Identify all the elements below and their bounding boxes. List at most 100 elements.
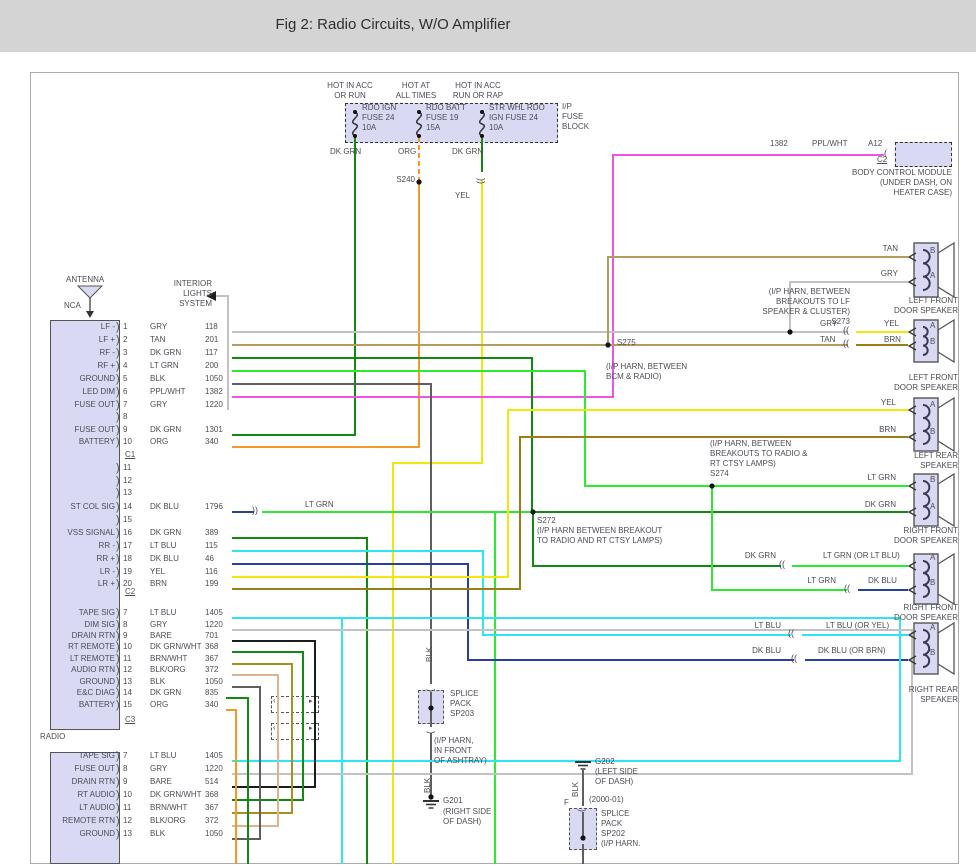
diagram-label: DOOR SPEAKER — [893, 613, 958, 622]
pin-function-label: FUSE OUT — [74, 764, 115, 773]
pin-bracket: ) — [116, 540, 120, 552]
pin-text: 8 — [123, 764, 128, 773]
diagram-label: C2 — [877, 155, 888, 164]
speaker-part — [907, 432, 917, 442]
diagram-label: B — [930, 475, 936, 484]
diagram-label: TAN — [820, 335, 836, 344]
diagram-label: RT CTSY LAMPS) — [710, 459, 776, 468]
speaker-part — [937, 621, 955, 676]
fuse-terminal — [353, 134, 357, 138]
pin-function-label: LF + — [98, 335, 115, 344]
speaker-part — [907, 405, 917, 415]
diagram-label: BREAKOUTS TO LF — [776, 297, 850, 306]
pin-function-label: BATTERY — [78, 437, 115, 446]
speaker-part — [907, 327, 917, 337]
diagram-label: FUSE 24 — [362, 113, 395, 122]
pin-text: BARE — [150, 631, 172, 640]
wire-bare-36 — [232, 640, 316, 788]
pin-text: 340 — [205, 700, 219, 709]
diagram-label: BLK — [423, 777, 432, 793]
diagram-label: F — [564, 798, 569, 807]
splice-dot-6 — [580, 835, 586, 841]
pin-bracket: ) — [116, 436, 120, 448]
diagram-label: DK BLU — [752, 646, 781, 655]
diagram-label: DK GRN — [744, 551, 776, 560]
diagram-label: (LEFT SIDE — [595, 767, 638, 776]
pin-text: DK GRN — [150, 528, 182, 537]
pin-text: 46 — [205, 554, 214, 563]
pin-text: 13 — [123, 829, 132, 838]
speaker-part — [907, 277, 917, 287]
pin-bracket: ) — [116, 699, 120, 711]
pin-text: 15 — [123, 700, 132, 709]
pin-bracket: ) — [116, 347, 120, 359]
speaker-part — [907, 630, 917, 640]
diagram-label: HOT IN ACC — [327, 81, 373, 90]
diagram-label: ▸ — [309, 725, 313, 732]
pin-text: 9 — [123, 631, 128, 640]
diagram-label: BLK — [425, 646, 434, 662]
pin-function-label: TAPE SIG — [78, 751, 115, 760]
pin-text: GRY — [150, 764, 168, 773]
wire-dkgrn-24 — [232, 537, 368, 864]
pin-bracket: ) — [116, 553, 120, 565]
pin-text: 10 — [123, 437, 132, 446]
speaker-part — [937, 241, 955, 299]
pin-text: 5 — [123, 374, 128, 383]
pin-text: BRN/WHT — [150, 803, 188, 812]
diagram-label: YEL — [455, 191, 471, 200]
pin-function-label: ST COL SIG — [70, 502, 115, 511]
splice-dot-1 — [605, 342, 611, 348]
speaker-part — [907, 341, 917, 351]
pin-bracket: ) — [116, 828, 120, 840]
diagram-label: C1 — [125, 450, 136, 459]
diagram-label: (I/P HARN, — [434, 736, 474, 745]
pin-bracket: ) — [116, 399, 120, 411]
wire-ltblu-33 — [232, 617, 901, 762]
pin-text: 118 — [205, 322, 218, 331]
wire-org-1 — [232, 182, 420, 448]
diagram-label: RUN OR RAP — [452, 91, 504, 100]
pin-text: DK GRN/WHT — [150, 790, 202, 799]
speaker-part — [922, 629, 931, 668]
diagram-label: B — [930, 648, 936, 657]
wire-blk-40 — [232, 686, 261, 840]
wire-ltgrn-31 — [711, 486, 847, 591]
pin-text: 4 — [123, 361, 128, 370]
splice-dot-3 — [530, 509, 536, 515]
diagram-label: S275 — [617, 338, 636, 347]
diagram-label: BLOCK — [562, 122, 590, 131]
diagram-label: FUSE 19 — [426, 113, 459, 122]
wire-gry-7 — [789, 281, 908, 332]
speaker-part — [907, 481, 917, 491]
fuse-terminal — [480, 134, 484, 138]
pin-text: 1220 — [205, 620, 223, 629]
pin-text: 372 — [205, 665, 219, 674]
pin-text: LT BLU — [150, 541, 177, 550]
diagram-label: BRN — [884, 335, 901, 344]
pin-text: 368 — [205, 790, 219, 799]
pin-text: 12 — [123, 476, 132, 485]
diagram-label: IGN FUSE 24 — [489, 113, 538, 122]
wire-brn-30 — [232, 436, 908, 590]
wire-tan-10 — [607, 256, 908, 345]
pin-text: 1220 — [205, 400, 223, 409]
pin-text: 10 — [123, 642, 132, 651]
pin-function-label: GROUND — [79, 677, 115, 686]
pin-text: BLK — [150, 677, 166, 686]
diagram-label: (( — [475, 178, 485, 184]
pin-function-label: RT AUDIO — [77, 790, 116, 799]
pin-text: 8 — [123, 412, 128, 421]
pin-text: 12 — [123, 665, 132, 674]
diagram-label: RDO BATT — [426, 103, 466, 112]
pin-text: 1 — [123, 322, 128, 331]
diagram-label: S272 — [537, 516, 556, 525]
pin-text: GRY — [150, 400, 168, 409]
diagram-label: SPEAKER — [920, 461, 958, 470]
pin-text: 2 — [123, 335, 128, 344]
pin-text: 9 — [123, 777, 128, 786]
pin-function-label: TAPE SIG — [78, 608, 115, 617]
pin-bracket: ) — [116, 687, 120, 699]
pin-bracket: ) — [116, 815, 120, 827]
